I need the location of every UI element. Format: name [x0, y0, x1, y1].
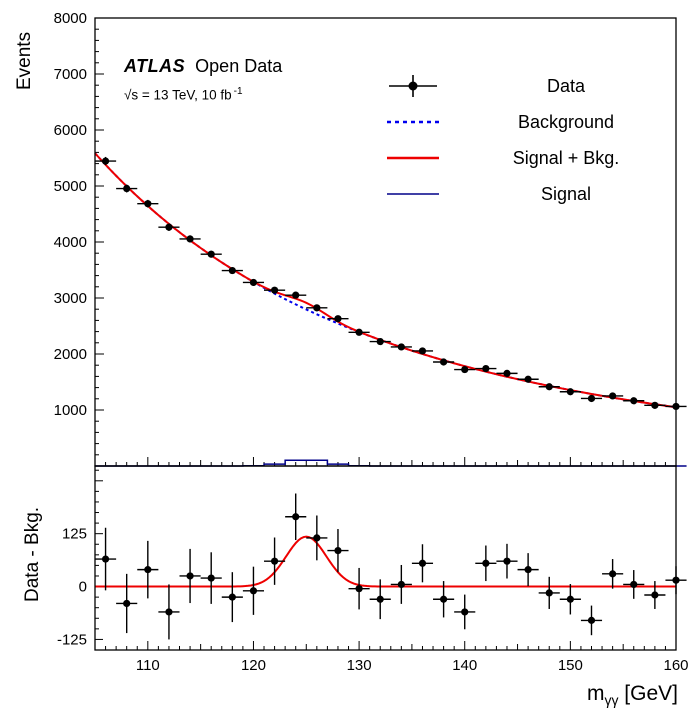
- solid-red-line-icon: [387, 156, 439, 160]
- svg-text:130: 130: [347, 657, 372, 674]
- data-points-residual: [95, 493, 687, 640]
- y-axis-title-residual: Data - Bkg.: [22, 506, 43, 602]
- svg-text:160: 160: [663, 657, 688, 674]
- dataset-label: Open Data: [195, 56, 283, 76]
- svg-text:120: 120: [241, 657, 266, 674]
- axis-ticks: [94, 17, 677, 651]
- svg-text:150: 150: [558, 657, 583, 674]
- luminosity-exponent: -1: [233, 86, 243, 97]
- x-axis-title: mγγ [GeV]: [587, 682, 678, 708]
- svg-text:125: 125: [62, 526, 87, 543]
- legend-entry-signal: Signal: [383, 176, 689, 212]
- luminosity-text: √s = 13 TeV, 10 fb: [124, 87, 232, 103]
- y-axis-title-main: Events: [14, 31, 35, 90]
- svg-text:6000: 6000: [54, 122, 87, 139]
- panel-frames: [94, 17, 677, 651]
- data-point-icon: [389, 75, 437, 97]
- residual-fit-curve: [95, 535, 676, 588]
- legend-label-signal-plus-bkg: Signal + Bkg.: [512, 147, 620, 168]
- x-axis-title-subscript: γγ: [604, 692, 619, 709]
- data-points-main: [95, 156, 687, 411]
- legend-label-signal: Signal: [540, 183, 592, 204]
- legend-entry-background: Background: [383, 104, 689, 140]
- svg-text:5000: 5000: [54, 178, 87, 195]
- legend: Data Background Signal + Bkg. Signal: [383, 68, 689, 212]
- dashed-line-icon: [387, 120, 439, 124]
- svg-text:8000: 8000: [54, 10, 87, 27]
- svg-text:110: 110: [136, 657, 160, 674]
- legend-entry-data: Data: [383, 68, 689, 104]
- svg-text:1000: 1000: [54, 402, 87, 419]
- svg-text:-125: -125: [57, 631, 87, 648]
- x-axis-title-units: [GeV]: [618, 682, 678, 705]
- legend-label-data: Data: [546, 75, 586, 96]
- x-axis-title-base: m: [586, 682, 605, 705]
- thin-blue-line-icon: [387, 193, 439, 195]
- svg-text:7000: 7000: [54, 66, 87, 83]
- experiment-label: ATLAS Open Data: [124, 56, 282, 77]
- svg-text:140: 140: [452, 657, 477, 674]
- svg-text:2000: 2000: [54, 346, 87, 363]
- tick-labels: 1000 2000 3000 4000 5000 6000 7000 8000 -125 0 125…: [54, 10, 689, 674]
- luminosity-label: √s = 13 TeV, 10 fb -1: [124, 86, 243, 103]
- svg-text:3000: 3000: [54, 290, 87, 307]
- legend-entry-signal-plus-bkg: Signal + Bkg.: [383, 140, 689, 176]
- legend-label-background: Background: [517, 111, 615, 132]
- svg-text:0: 0: [79, 579, 87, 596]
- svg-text:4000: 4000: [54, 234, 87, 251]
- atlas-wordmark: ATLAS: [124, 56, 186, 76]
